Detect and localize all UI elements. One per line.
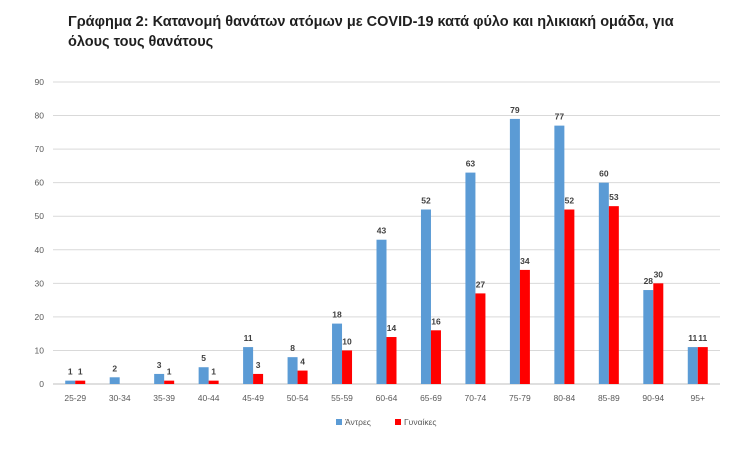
bar-women	[475, 293, 486, 384]
data-label: 52	[565, 196, 575, 206]
bar-women	[75, 380, 86, 384]
bar-men	[554, 125, 565, 384]
bar-women	[297, 370, 308, 384]
y-tick-label: 50	[35, 211, 45, 221]
bars	[65, 118, 708, 385]
legend: Άντρες Γυναίκες	[336, 417, 437, 427]
data-label: 79	[510, 105, 520, 115]
legend-swatch	[395, 419, 401, 425]
bar-men	[687, 347, 698, 384]
y-tick-label: 30	[35, 278, 45, 288]
data-label: 14	[387, 323, 397, 333]
bar-women	[653, 283, 664, 384]
x-tick-label: 30-34	[109, 393, 131, 403]
bar-women	[608, 206, 619, 384]
bar-men	[376, 239, 387, 384]
legend-item: Γυναίκες	[395, 417, 437, 427]
bar-men	[598, 182, 609, 384]
legend-swatch	[336, 419, 342, 425]
data-label: 1	[211, 367, 216, 377]
x-tick-label: 65-69	[420, 393, 442, 403]
x-tick-label: 70-74	[465, 393, 487, 403]
bar-men	[243, 347, 254, 384]
data-label: 3	[256, 360, 261, 370]
x-tick-label: 55-59	[331, 393, 353, 403]
chart-title-line1: Γράφημα 2: Κατανομή θανάτων ατόμων με CO…	[68, 14, 674, 30]
legend-item: Άντρες	[336, 417, 371, 427]
y-tick-label: 40	[35, 245, 45, 255]
bar-men	[332, 323, 343, 384]
x-tick-label: 40-44	[198, 393, 220, 403]
data-labels: 1 1 2 3151113841810431452166327793477526053…	[68, 105, 708, 377]
bar-men	[198, 367, 209, 384]
data-label: 11	[244, 333, 253, 343]
data-label: 1	[68, 367, 73, 377]
data-label: 60	[599, 169, 609, 179]
data-label: 16	[431, 316, 441, 326]
bar-men	[643, 290, 654, 384]
bar-women	[253, 373, 264, 384]
bar-women	[164, 380, 175, 384]
y-tick-label: 90	[35, 77, 45, 87]
data-label: 34	[520, 256, 530, 266]
data-label: 11	[688, 333, 697, 343]
y-tick-label: 60	[35, 178, 45, 188]
x-tick-label: 35-39	[153, 393, 175, 403]
y-tick-label: 10	[35, 345, 45, 355]
bar-women	[519, 269, 530, 384]
bar-men	[109, 377, 120, 384]
data-label: 5	[201, 353, 206, 363]
x-tick-label: 45-49	[242, 393, 264, 403]
data-label: 52	[421, 196, 431, 206]
y-tick-label: 0	[39, 379, 44, 389]
data-label: 4	[300, 357, 305, 367]
data-label: 28	[644, 276, 654, 286]
data-label: 3	[157, 360, 162, 370]
bar-women	[564, 209, 575, 384]
data-label: 27	[476, 279, 486, 289]
chart-title: Γράφημα 2: Κατανομή θανάτων ατόμων με CO…	[68, 12, 728, 52]
data-label: 30	[654, 269, 664, 279]
x-tick-label: 25-29	[64, 393, 86, 403]
x-tick-label: 60-64	[376, 393, 398, 403]
data-label: 53	[609, 192, 619, 202]
x-tick-label: 50-54	[287, 393, 309, 403]
data-label: 2	[112, 363, 117, 373]
bar-men	[509, 118, 520, 385]
y-tick-label: 20	[35, 312, 45, 322]
x-tick-label: 85-89	[598, 393, 620, 403]
data-label: 43	[377, 226, 387, 236]
data-label: 8	[290, 343, 295, 353]
x-tick-label: 95+	[691, 393, 705, 403]
data-label: 18	[332, 310, 342, 320]
bar-men	[420, 209, 431, 384]
bar-women	[386, 337, 397, 384]
bar-men	[287, 357, 298, 384]
data-label: 77	[555, 112, 565, 122]
y-tick-label: 80	[35, 111, 45, 121]
y-tick-label: 70	[35, 144, 45, 154]
bar-men	[154, 373, 165, 384]
bar-women	[697, 347, 708, 384]
data-label: 11	[698, 333, 707, 343]
x-axis: 25-29 30-34 35-39 40-44 45-49 50-54 55-59 60-64…	[64, 393, 705, 403]
x-tick-label: 90-94	[642, 393, 664, 403]
data-label: 1	[78, 367, 83, 377]
data-label: 10	[342, 336, 352, 346]
bar-women	[342, 350, 353, 384]
bar-men	[65, 380, 76, 384]
bar-women	[208, 380, 219, 384]
data-label: 1	[167, 367, 172, 377]
legend-label: Άντρες	[345, 417, 371, 427]
x-tick-label: 80-84	[553, 393, 575, 403]
chart-title-line2: όλους τους θανάτους	[68, 34, 214, 50]
bar-women	[430, 330, 441, 384]
bar-men	[465, 172, 476, 384]
x-tick-label: 75-79	[509, 393, 531, 403]
y-axis: 0 10 20 30 40 50 60 70 80 90	[35, 77, 45, 389]
data-label: 63	[466, 159, 476, 169]
legend-label: Γυναίκες	[404, 417, 437, 427]
